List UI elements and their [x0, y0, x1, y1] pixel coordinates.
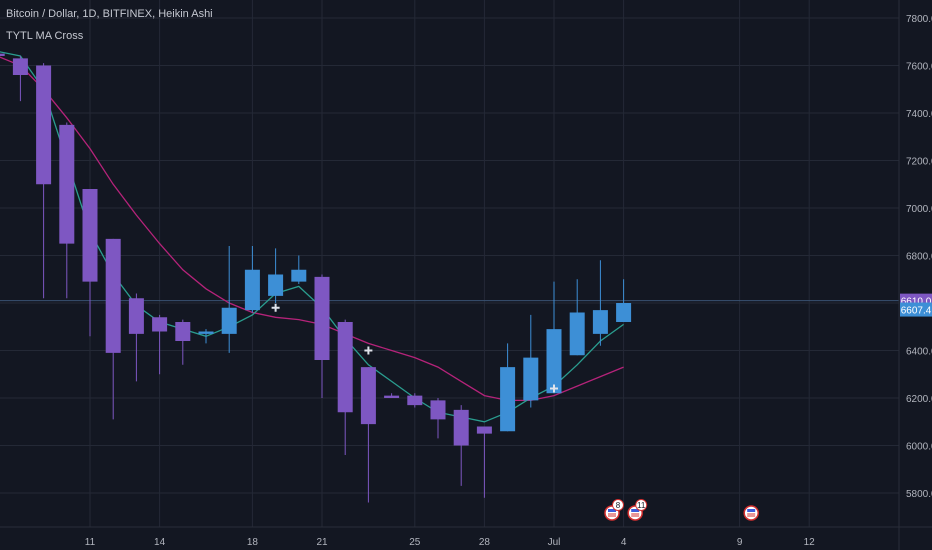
event-markers: 8 11	[604, 499, 759, 521]
cross-markers	[271, 303, 558, 393]
y-tick-label: 6400.0	[906, 347, 932, 358]
candle-body	[476, 426, 492, 434]
candle-body	[128, 298, 144, 334]
x-tick-label: 12	[804, 537, 816, 548]
moving-averages	[0, 51, 624, 423]
candle-body	[453, 409, 469, 446]
y-tick-label: 7200.0	[906, 157, 932, 168]
candle-body	[523, 357, 539, 401]
y-tick-label: 6200.0	[906, 394, 932, 405]
candle-body	[198, 331, 214, 334]
y-tick-label: 6800.0	[906, 252, 932, 263]
candle-body	[592, 310, 608, 334]
x-tick-label: 21	[316, 537, 328, 548]
candle-body	[407, 395, 423, 406]
candle-body	[291, 269, 307, 282]
x-tick-label: 4	[621, 537, 627, 548]
cross-marker	[364, 346, 373, 355]
candle-body	[221, 307, 237, 334]
last-price-tag: 6610.0	[901, 297, 932, 308]
x-tick-label: 28	[479, 537, 491, 548]
x-tick-label: 18	[247, 537, 259, 548]
grid-lines	[0, 0, 899, 527]
candle-body	[569, 312, 585, 356]
event-count-badge	[635, 499, 648, 511]
candle-body	[384, 395, 400, 398]
candle-body	[105, 238, 121, 353]
y-tick-label: 6000.0	[906, 442, 932, 453]
candle-body	[0, 53, 5, 56]
event-count-badge	[612, 499, 624, 511]
candle-body	[314, 276, 330, 360]
indicator-label[interactable]: TYTL MA Cross	[6, 30, 84, 42]
y-tick-label: 7400.0	[906, 109, 932, 120]
flag-icon-canton	[608, 509, 616, 512]
candle-body	[175, 322, 191, 341]
chart-title[interactable]: Bitcoin / Dollar, 1D, BITFINEX, Heikin A…	[6, 8, 213, 20]
ma-slow-line	[0, 56, 624, 402]
candle-body	[616, 303, 632, 322]
y-tick-label: 7800.0	[906, 14, 932, 25]
flag-icon-canton	[631, 509, 640, 512]
y-tick-label: 7000.0	[906, 204, 932, 215]
candle-body	[244, 269, 260, 311]
ma-value-tag-bg	[900, 302, 932, 317]
cross-marker	[271, 303, 280, 312]
candle-body	[12, 58, 28, 75]
candle-body	[360, 367, 376, 425]
candle-body	[337, 322, 353, 413]
x-tick-label: Jul	[548, 537, 561, 548]
x-tick-label: 25	[409, 537, 421, 548]
candles	[0, 53, 632, 503]
candle-body	[36, 65, 52, 185]
candle-body	[546, 329, 562, 394]
flag-icon	[743, 505, 759, 521]
candle-body	[500, 367, 516, 432]
ma-value-tag: 6607.4	[901, 306, 932, 317]
candle-body	[268, 274, 284, 296]
flag-icon-canton	[747, 509, 756, 512]
x-tick-label: 14	[154, 537, 166, 548]
cross-marker	[550, 384, 558, 393]
y-tick-label: 7600.0	[906, 62, 932, 73]
event-count: 8	[616, 501, 621, 510]
candle-body	[82, 189, 98, 282]
event-count: 11	[637, 501, 646, 510]
x-tick-label: 11	[85, 537, 96, 548]
candle-body	[152, 317, 168, 332]
ma-fast-line	[0, 51, 624, 423]
y-tick-label: 5800.0	[906, 489, 932, 500]
candle-body	[430, 400, 446, 420]
candle-body	[59, 124, 75, 244]
x-tick-label: 9	[737, 537, 743, 548]
